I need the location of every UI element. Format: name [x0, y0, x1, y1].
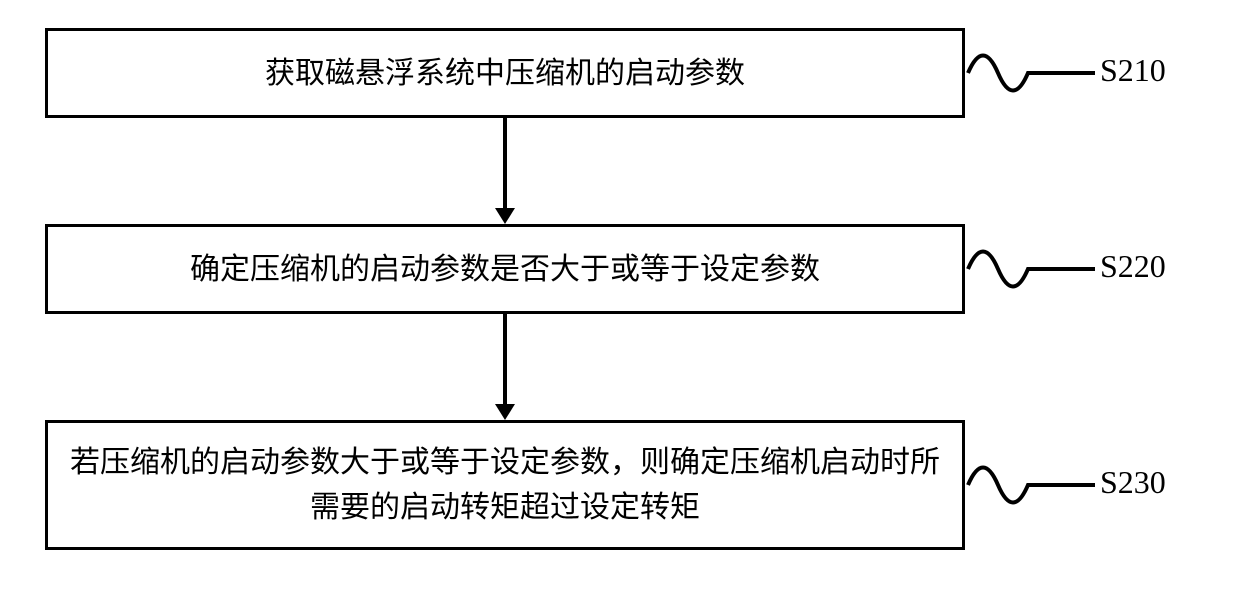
arrow-1-line: [503, 118, 507, 208]
arrow-2-line: [503, 314, 507, 404]
connector-2: [965, 224, 1105, 314]
label-3: S230: [1100, 464, 1166, 501]
label-2: S220: [1100, 248, 1166, 285]
flowchart-box-1: 获取磁悬浮系统中压缩机的启动参数: [45, 28, 965, 118]
flowchart-box-2: 确定压缩机的启动参数是否大于或等于设定参数: [45, 224, 965, 314]
connector-3: [965, 440, 1105, 530]
box-1-text: 获取磁悬浮系统中压缩机的启动参数: [265, 51, 745, 96]
flowchart-box-3: 若压缩机的启动参数大于或等于设定参数，则确定压缩机启动时所需要的启动转矩超过设定…: [45, 420, 965, 550]
connector-1: [965, 28, 1105, 118]
arrow-1-head: [495, 208, 515, 224]
arrow-2-head: [495, 404, 515, 420]
box-3-text: 若压缩机的启动参数大于或等于设定参数，则确定压缩机启动时所需要的启动转矩超过设定…: [68, 440, 942, 530]
label-1: S210: [1100, 52, 1166, 89]
flowchart-container: 获取磁悬浮系统中压缩机的启动参数 确定压缩机的启动参数是否大于或等于设定参数 若…: [0, 0, 1240, 612]
box-2-text: 确定压缩机的启动参数是否大于或等于设定参数: [190, 247, 820, 292]
